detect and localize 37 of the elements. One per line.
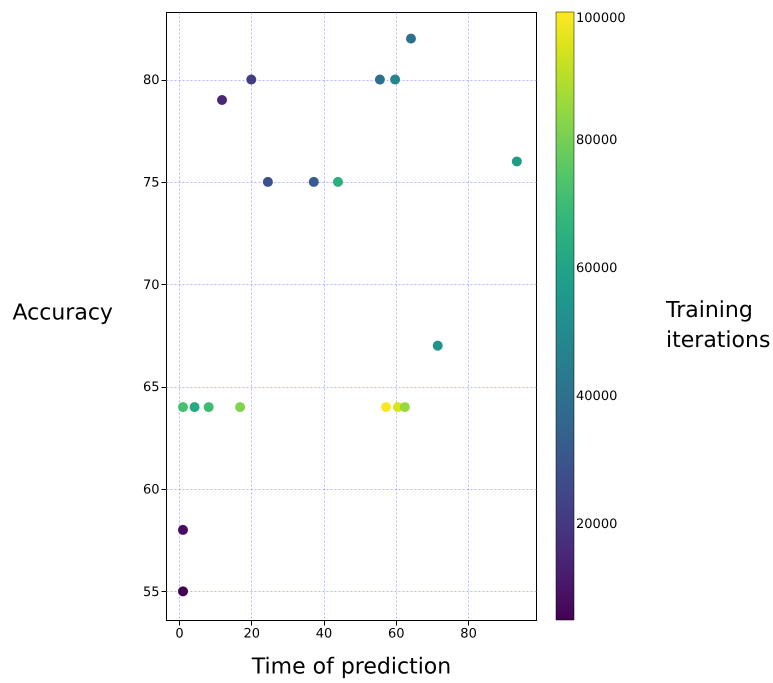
- point: [390, 74, 400, 85]
- point: [308, 176, 319, 187]
- x-tick-label: 20: [244, 626, 260, 642]
- point: [217, 95, 228, 106]
- color-bar-title: Training iterations: [665, 298, 770, 353]
- y-tick-label: 65: [142, 380, 160, 396]
- point: [332, 176, 343, 187]
- point: [246, 74, 256, 85]
- color-bar-label: 40000: [576, 389, 618, 404]
- point: [235, 402, 246, 412]
- point: [381, 402, 392, 412]
- point: [432, 340, 443, 351]
- color-bar-label: 80000: [576, 133, 618, 148]
- point: [178, 402, 188, 412]
- y-tick-label: 55: [142, 584, 160, 600]
- x-tick-label: 80: [460, 626, 477, 642]
- x-tick-label: 60: [388, 626, 405, 642]
- x-tick-label: 0: [175, 626, 184, 642]
- x-axis-title: Time of prediction: [250, 654, 452, 680]
- point: [178, 586, 188, 596]
- y-axis-title: Accuracy: [12, 300, 113, 326]
- point: [374, 74, 385, 85]
- point: [190, 402, 200, 412]
- y-tick-label: 75: [142, 175, 160, 190]
- point: [512, 156, 522, 166]
- y-tick-label: 80: [142, 73, 160, 88]
- point: [262, 176, 273, 187]
- y-tick-label: 60: [142, 482, 160, 498]
- point: [406, 34, 416, 44]
- color-bar-label: 100000: [576, 11, 626, 26]
- point: [400, 402, 410, 412]
- color-bar-label: 60000: [576, 261, 618, 276]
- point: [204, 402, 214, 412]
- point: [178, 524, 188, 535]
- color-bar-label: 20000: [576, 517, 618, 532]
- x-tick-label: 40: [316, 626, 332, 642]
- y-tick-label: 70: [142, 278, 160, 293]
